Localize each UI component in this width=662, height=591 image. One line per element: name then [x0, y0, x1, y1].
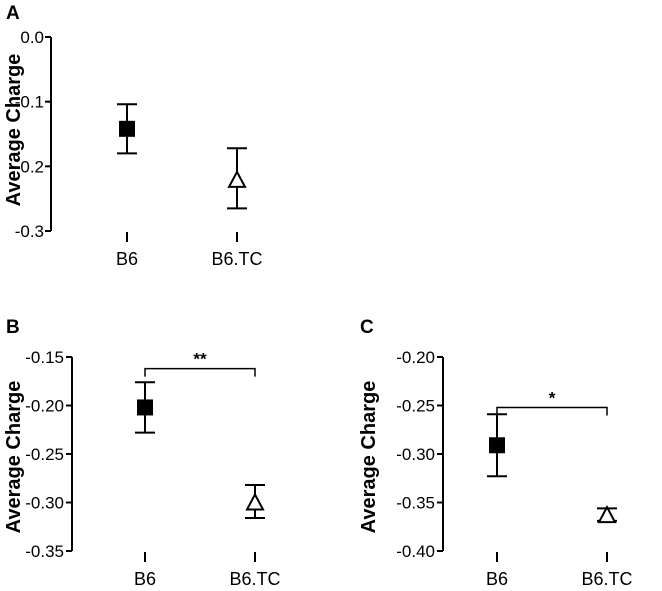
- panel-a: A Average Charge 0.0 -0.1 -0.2 -0.3 B6 B6.TC: [3, 3, 263, 269]
- data-point-triangle: [227, 169, 247, 188]
- x-tick-label: B6: [116, 249, 138, 269]
- y-tick-label: -0.25: [396, 397, 435, 416]
- y-tick-label: -0.35: [25, 542, 64, 561]
- panel-letter: C: [360, 317, 374, 338]
- y-tick-label: -0.35: [396, 494, 435, 513]
- y-tick-label: -0.25: [25, 445, 64, 464]
- y-tick-label: -0.30: [25, 494, 64, 513]
- y-tick-label: -0.20: [25, 397, 64, 416]
- y-axis-label: Average Charge: [3, 381, 25, 534]
- panel-letter: B: [6, 317, 20, 338]
- y-axis-label: Average Charge: [3, 54, 25, 207]
- y-tick-label: -0.15: [25, 348, 64, 367]
- x-tick-label: B6: [486, 569, 508, 589]
- significance-bracket: [144, 367, 256, 377]
- panel-c: C Average Charge -0.20 -0.25 -0.30 -0.35 -0.…: [358, 317, 633, 589]
- x-tick-label: B6: [134, 569, 156, 589]
- y-tick-label: -0.1: [15, 93, 44, 112]
- panel-b: B Average Charge -0.15 -0.20 -0.25 -0.30 -0.…: [3, 317, 281, 589]
- data-point-square: [489, 437, 505, 454]
- data-point-triangle: [245, 492, 265, 511]
- significance-label: *: [549, 388, 556, 407]
- x-tick-label: B6.TC: [211, 249, 262, 269]
- y-tick-label: 0.0: [20, 28, 44, 47]
- y-tick-label: -0.30: [396, 445, 435, 464]
- data-point-square: [119, 120, 135, 137]
- panel-letter: A: [6, 3, 20, 24]
- x-tick-label: B6.TC: [229, 569, 280, 589]
- significance-bracket: [496, 406, 608, 416]
- data-point-square: [137, 399, 153, 416]
- y-tick-label: -0.20: [396, 348, 435, 367]
- x-tick-label: B6.TC: [581, 569, 632, 589]
- y-tick-label: -0.3: [15, 222, 44, 241]
- significance-label: **: [193, 350, 207, 369]
- data-point-triangle: [597, 504, 617, 524]
- y-axis-label: Average Charge: [358, 381, 380, 534]
- y-tick-label: -0.2: [15, 157, 44, 176]
- y-tick-label: -0.40: [396, 542, 435, 561]
